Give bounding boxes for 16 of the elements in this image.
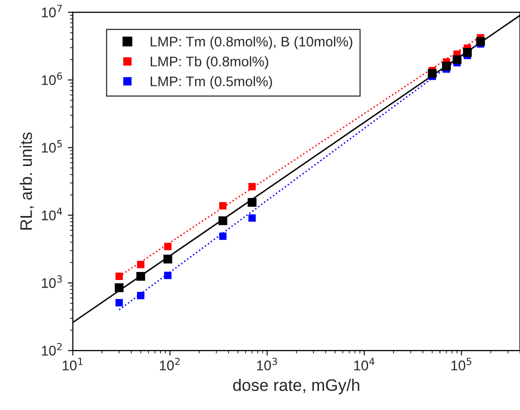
y-tick-label: 10$^{5}$ [42, 140, 62, 153]
x-tick-label: 10$^{4}$ [354, 358, 374, 370]
x-tick-label: 10$^{2}$ [160, 358, 180, 370]
x-tick-label: 10$^{1}$ [62, 358, 83, 370]
y-tick-label: 10$^{4}$ [42, 208, 62, 220]
legend-label: LMP: Tm (0.5mol%) [150, 76, 272, 90]
y-tick-label: 10$^{2}$ [42, 342, 62, 356]
x-tick-label: 10$^{5}$ [451, 358, 472, 370]
y-tick-label: 10$^{3}$ [42, 275, 62, 288]
x-axis-title: dose rate, mGy/h [233, 378, 360, 394]
y-tick-label: 10$^{6}$ [42, 72, 62, 86]
y-tick-label: 10$^{7}$ [42, 4, 62, 18]
x-tick-label: 10$^{3}$ [257, 358, 278, 370]
legend-label: LMP: Tm (0.8mol%), B (10mol%) [150, 36, 352, 50]
y-axis-title: RL, arb. units [20, 132, 34, 230]
legend-label: LMP: Tb (0.8mol%) [150, 56, 268, 70]
